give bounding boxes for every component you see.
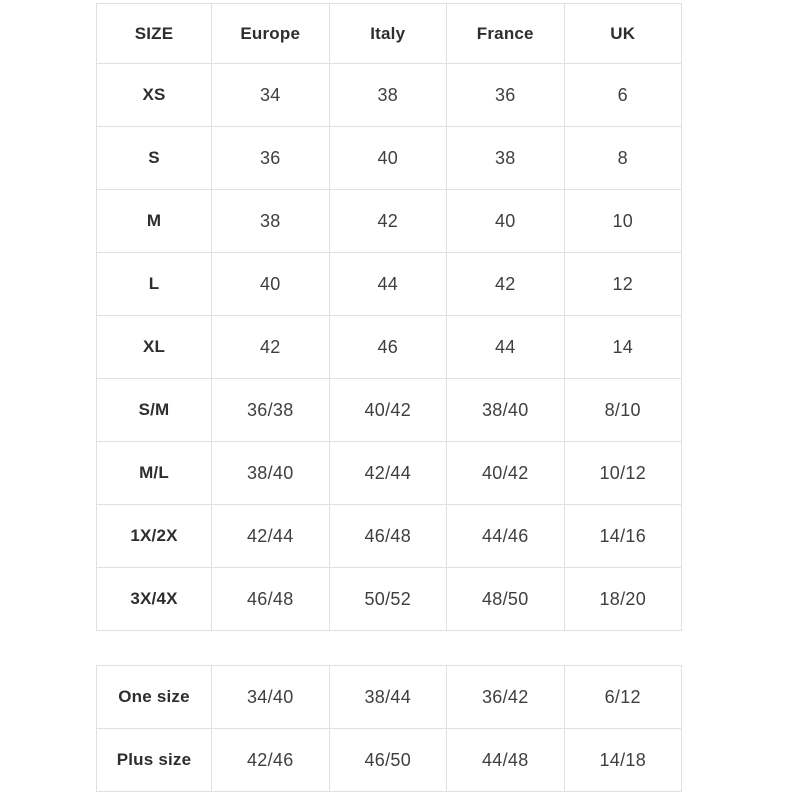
table-row-m: M 38 42 40 10 bbox=[96, 189, 682, 253]
uk-value: 18/20 bbox=[563, 567, 682, 631]
europe-value: 36 bbox=[211, 126, 330, 190]
europe-value: 38/40 bbox=[211, 441, 330, 505]
one-size-table: One size 34/40 38/44 36/42 6/12 Plus siz… bbox=[96, 665, 682, 792]
europe-value: 46/48 bbox=[211, 567, 330, 631]
italy-value: 40 bbox=[328, 126, 447, 190]
italy-value: 46 bbox=[328, 315, 447, 379]
size-label: S/M bbox=[96, 378, 212, 442]
france-value: 38 bbox=[446, 126, 565, 190]
europe-value: 36/38 bbox=[211, 378, 330, 442]
italy-value: 40/42 bbox=[328, 378, 447, 442]
uk-value: 6/12 bbox=[563, 665, 682, 729]
size-label: L bbox=[96, 252, 212, 316]
header-france: France bbox=[446, 3, 565, 64]
size-label: 1X/2X bbox=[96, 504, 212, 568]
italy-value: 46/48 bbox=[328, 504, 447, 568]
header-europe: Europe bbox=[211, 3, 330, 64]
header-italy: Italy bbox=[328, 3, 447, 64]
italy-value: 38 bbox=[328, 63, 447, 127]
uk-value: 10 bbox=[563, 189, 682, 253]
table-row-plus-size: Plus size 42/46 46/50 44/48 14/18 bbox=[96, 728, 682, 792]
uk-value: 6 bbox=[563, 63, 682, 127]
uk-value: 14/16 bbox=[563, 504, 682, 568]
size-label: XL bbox=[96, 315, 212, 379]
table-row-m-l: M/L 38/40 42/44 40/42 10/12 bbox=[96, 441, 682, 505]
europe-value: 40 bbox=[211, 252, 330, 316]
table-spacer bbox=[96, 631, 682, 665]
europe-value: 34 bbox=[211, 63, 330, 127]
europe-value: 42/44 bbox=[211, 504, 330, 568]
uk-value: 14 bbox=[563, 315, 682, 379]
size-label: M bbox=[96, 189, 212, 253]
size-tables-container: SIZE Europe Italy France UK XS 34 38 36 … bbox=[96, 3, 682, 792]
size-label: M/L bbox=[96, 441, 212, 505]
uk-value: 14/18 bbox=[563, 728, 682, 792]
france-value: 48/50 bbox=[446, 567, 565, 631]
france-value: 40 bbox=[446, 189, 565, 253]
header-row: SIZE Europe Italy France UK bbox=[96, 3, 682, 64]
header-size: SIZE bbox=[96, 3, 212, 64]
header-uk: UK bbox=[563, 3, 682, 64]
table-row-s: S 36 40 38 8 bbox=[96, 126, 682, 190]
size-label: S bbox=[96, 126, 212, 190]
europe-value: 34/40 bbox=[211, 665, 330, 729]
france-value: 44/46 bbox=[446, 504, 565, 568]
size-label: XS bbox=[96, 63, 212, 127]
uk-value: 8/10 bbox=[563, 378, 682, 442]
italy-value: 44 bbox=[328, 252, 447, 316]
france-value: 40/42 bbox=[446, 441, 565, 505]
france-value: 42 bbox=[446, 252, 565, 316]
size-label: 3X/4X bbox=[96, 567, 212, 631]
table-row-l: L 40 44 42 12 bbox=[96, 252, 682, 316]
italy-value: 46/50 bbox=[328, 728, 447, 792]
italy-value: 50/52 bbox=[328, 567, 447, 631]
france-value: 44/48 bbox=[446, 728, 565, 792]
size-label: Plus size bbox=[96, 728, 212, 792]
italy-value: 42 bbox=[328, 189, 447, 253]
italy-value: 38/44 bbox=[328, 665, 447, 729]
italy-value: 42/44 bbox=[328, 441, 447, 505]
europe-value: 42/46 bbox=[211, 728, 330, 792]
size-label: One size bbox=[96, 665, 212, 729]
uk-value: 10/12 bbox=[563, 441, 682, 505]
table-row-s-m: S/M 36/38 40/42 38/40 8/10 bbox=[96, 378, 682, 442]
table-row-xs: XS 34 38 36 6 bbox=[96, 63, 682, 127]
uk-value: 8 bbox=[563, 126, 682, 190]
europe-value: 42 bbox=[211, 315, 330, 379]
table-row-1x-2x: 1X/2X 42/44 46/48 44/46 14/16 bbox=[96, 504, 682, 568]
france-value: 36/42 bbox=[446, 665, 565, 729]
france-value: 44 bbox=[446, 315, 565, 379]
table-row-one-size: One size 34/40 38/44 36/42 6/12 bbox=[96, 665, 682, 729]
europe-value: 38 bbox=[211, 189, 330, 253]
uk-value: 12 bbox=[563, 252, 682, 316]
france-value: 38/40 bbox=[446, 378, 565, 442]
table-row-xl: XL 42 46 44 14 bbox=[96, 315, 682, 379]
france-value: 36 bbox=[446, 63, 565, 127]
table-row-3x-4x: 3X/4X 46/48 50/52 48/50 18/20 bbox=[96, 567, 682, 631]
size-conversion-table: SIZE Europe Italy France UK XS 34 38 36 … bbox=[96, 3, 682, 631]
